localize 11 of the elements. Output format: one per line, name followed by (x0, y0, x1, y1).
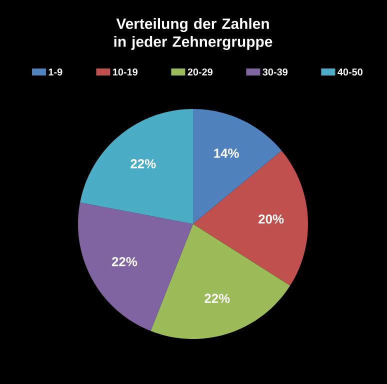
legend-label: 40-50 (338, 68, 362, 76)
data-label: 22% (204, 294, 230, 303)
data-label: 22% (130, 159, 156, 168)
data-label: 22% (112, 257, 138, 266)
legend-label: 30-39 (262, 68, 288, 76)
legend-label: 20-29 (188, 68, 213, 76)
legend-label: 1-9 (48, 68, 62, 76)
data-label: 14% (214, 148, 239, 158)
data-label: 20% (258, 214, 284, 224)
legend-label: 10-19 (113, 68, 138, 76)
chart-title: Verteilung der Zahlen in jeder Zehnergruppe (114, 18, 272, 50)
